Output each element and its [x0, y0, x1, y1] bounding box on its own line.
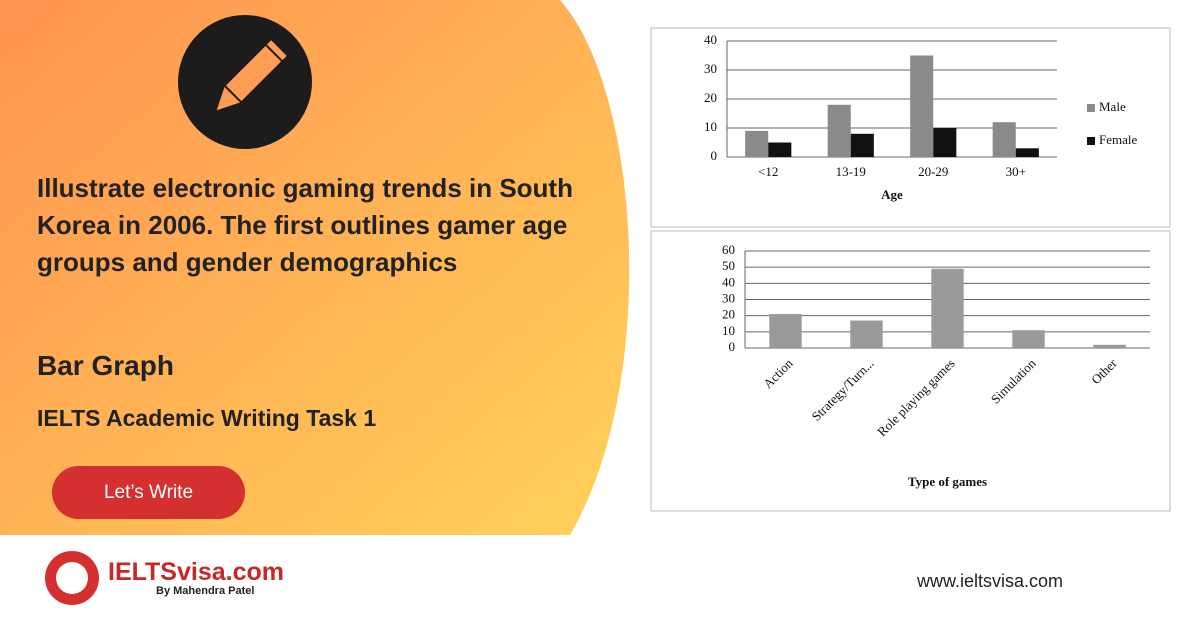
y-tick-label: 10: [704, 119, 717, 134]
x-tick-label: Other: [1088, 355, 1120, 387]
brand: IELTSvisa.com: [108, 558, 284, 586]
x-tick-label: 13-19: [836, 164, 866, 179]
bar: [769, 314, 802, 348]
y-tick-label: 0: [729, 339, 736, 354]
y-tick-label: 20: [722, 307, 735, 322]
legend-label: Female: [1099, 132, 1137, 147]
x-axis-title: Age: [881, 187, 903, 202]
y-tick-label: 60: [722, 242, 735, 257]
bar: [910, 55, 934, 157]
y-tick-label: 30: [704, 61, 717, 76]
orange-panel: [0, 0, 630, 535]
bar: [933, 128, 957, 157]
x-tick-label: 20-29: [918, 164, 948, 179]
write-button[interactable]: Let’s Write: [52, 466, 245, 519]
bar: [768, 142, 792, 157]
y-tick-label: 20: [704, 90, 717, 105]
legend-swatch: [1087, 137, 1095, 145]
y-tick-label: 10: [722, 323, 735, 338]
pencil-icon: [216, 40, 287, 111]
bar: [745, 130, 769, 157]
chart-frame: [650, 27, 1171, 228]
bar: [1015, 148, 1039, 157]
logo-mark: [56, 562, 88, 594]
x-tick-label: Action: [760, 355, 796, 391]
task-label: IELTS Academic Writing Task 1: [37, 405, 377, 431]
x-tick-label: Role playing games: [874, 356, 958, 440]
bar: [850, 133, 874, 157]
bar: [850, 320, 883, 348]
y-tick-label: 40: [704, 32, 717, 47]
bar: [992, 122, 1016, 157]
chart-frame: [650, 230, 1171, 512]
x-axis-title: Type of games: [908, 474, 987, 489]
bar: [931, 268, 964, 348]
y-tick-label: 40: [722, 274, 735, 289]
legend-label: Male: [1099, 99, 1126, 114]
bar: [1012, 330, 1045, 348]
byline: By Mahendra Patel: [156, 585, 255, 597]
x-tick-label: <12: [758, 164, 778, 179]
bar: [827, 104, 851, 157]
x-tick-label: Simulation: [988, 355, 1039, 406]
x-tick-label: 30+: [1006, 164, 1026, 179]
y-tick-label: 50: [722, 258, 735, 273]
heading: Illustrate electronic gaming trends in S…: [37, 173, 573, 277]
bar: [1093, 344, 1126, 348]
url: www.ieltsvisa.com: [917, 571, 1064, 591]
legend-swatch: [1087, 104, 1095, 112]
y-tick-label: 0: [711, 148, 718, 163]
y-tick-label: 30: [722, 290, 735, 305]
subheading: Bar Graph: [37, 350, 174, 381]
x-tick-label: Strategy/Turn...: [808, 356, 876, 424]
